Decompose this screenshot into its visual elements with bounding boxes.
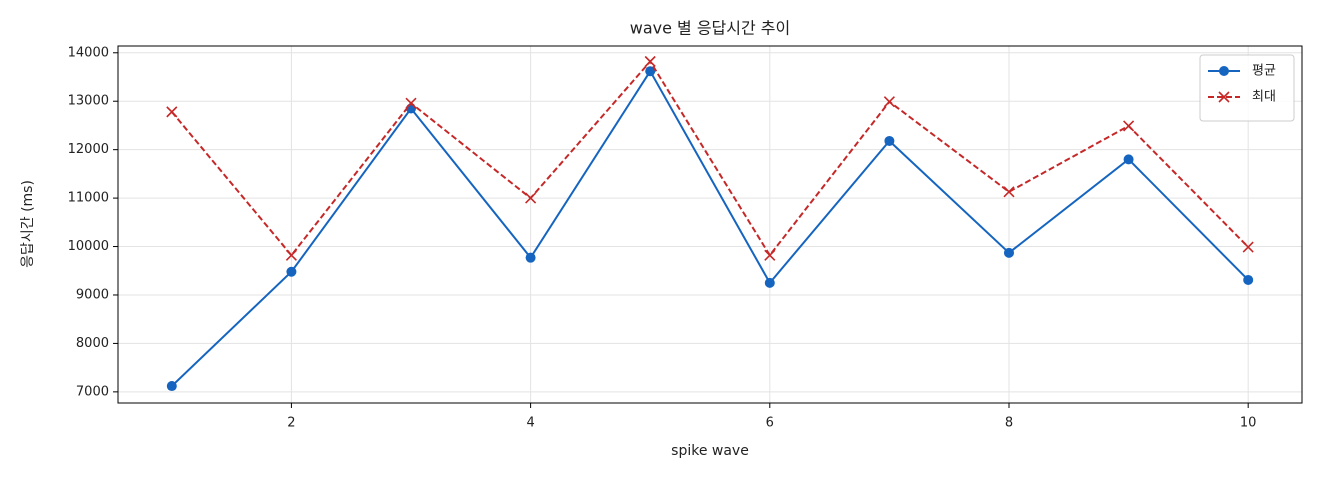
y-tick-label: 8000	[76, 336, 109, 351]
data-point	[1243, 274, 1254, 285]
series-line	[171, 69, 1249, 387]
data-point	[285, 249, 297, 261]
data-point	[764, 277, 775, 288]
legend-label: 최대	[1252, 90, 1276, 105]
data-point	[1242, 241, 1254, 253]
data-point	[525, 252, 536, 263]
data-point	[884, 135, 895, 146]
legend-label: 평균	[1252, 64, 1276, 79]
data-point	[405, 97, 417, 109]
data-point	[1123, 154, 1134, 165]
x-tick-label: 8	[1005, 416, 1013, 431]
data-point	[166, 381, 177, 392]
data-point	[525, 192, 537, 204]
data-point	[166, 106, 178, 118]
x-tick-label: 10	[1240, 416, 1257, 431]
data-point	[286, 266, 297, 277]
y-tick-label: 12000	[68, 142, 109, 157]
data-point	[644, 55, 656, 68]
y-tick-label: 13000	[68, 94, 109, 109]
chart-title: wave 별 응답시간 추이	[630, 19, 791, 38]
x-tick-label: 2	[287, 416, 295, 431]
legend-marker	[1218, 91, 1230, 103]
plot-frame	[117, 45, 1303, 404]
series-line	[171, 59, 1249, 258]
data-point	[1003, 247, 1014, 258]
legend-box	[1199, 54, 1295, 122]
y-tick-label: 10000	[68, 239, 109, 254]
legend-marker	[1219, 66, 1229, 76]
data-point	[1003, 186, 1015, 198]
data-point	[645, 66, 656, 77]
y-tick-label: 7000	[76, 384, 109, 399]
data-point	[1123, 120, 1135, 132]
x-tick-label: 4	[526, 416, 534, 431]
data-point	[764, 249, 776, 261]
y-tick-label: 14000	[68, 45, 109, 60]
y-axis-label: 응답시간 (ms)	[20, 180, 36, 268]
y-tick-label: 9000	[76, 287, 109, 302]
data-point	[883, 96, 895, 108]
y-tick-label: 11000	[68, 191, 109, 206]
x-axis-label: spike wave	[671, 443, 749, 459]
x-tick-label: 6	[766, 416, 774, 431]
